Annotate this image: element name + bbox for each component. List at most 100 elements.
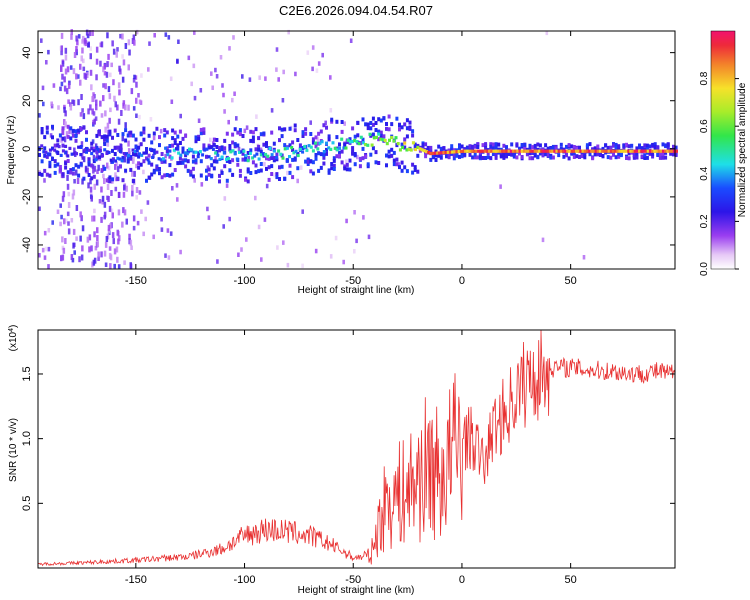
spectrogram-halo-cell [134, 137, 138, 142]
spectrogram-halo-cell [259, 168, 263, 173]
spectrogram-broadband-cell [112, 238, 115, 245]
spectrogram-halo-cell [348, 137, 352, 142]
spectrogram-halo-cell [656, 145, 660, 150]
spectrogram-noise-cell [52, 83, 56, 88]
spectrogram-halo-cell [126, 133, 130, 138]
spectrogram-halo-cell [168, 144, 172, 148]
spectrogram-halo-cell [364, 122, 368, 127]
spectrogram-halo-cell [533, 147, 537, 152]
spectrogram-ridge-cell [588, 149, 591, 153]
spectrogram-halo-cell [181, 146, 185, 151]
spectrogram-halo-cell [199, 173, 203, 178]
spectrogram-noise-cell [67, 191, 71, 197]
spectrogram-halo-cell [265, 156, 268, 161]
spectrogram-noise-cell [167, 35, 171, 40]
spectrogram-noise-cell [92, 111, 96, 116]
spectrogram-halo-cell [476, 155, 480, 160]
spectrogram-ridge-cell [453, 150, 457, 154]
spectrogram-noise-cell [248, 77, 252, 82]
spectrogram-broadband-cell [63, 119, 66, 125]
spectrogram-broadband-cell [86, 236, 90, 243]
spectrogram-noise-cell [110, 62, 113, 68]
spectrogram-halo-cell [458, 154, 461, 159]
spectrogram-halo-cell [666, 146, 670, 151]
spectrogram-noise-cell [222, 92, 225, 98]
spectrogram-noise-cell [206, 206, 209, 212]
spectrogram-halo-cell [152, 170, 156, 175]
spectrogram-halo-cell [640, 146, 644, 151]
spectrogram-halo-cell [374, 150, 378, 155]
spectrogram-ridge-cell [283, 147, 287, 151]
spectrogram-halo-cell [559, 146, 563, 151]
spectrogram-broadband-cell [103, 250, 107, 257]
spectrogram-noise-cell [47, 264, 50, 269]
spectrogram-halo-cell [291, 148, 295, 152]
spectrogram-halo-cell [131, 133, 135, 138]
spectrogram-halo-cell [275, 152, 279, 157]
spectrogram-halo-cell [664, 143, 668, 148]
spectrogram-ridge-cell [509, 149, 513, 153]
spectrogram-ridge-cell [477, 149, 481, 153]
spectrogram-halo-cell [413, 142, 417, 147]
spectrogram-halo-cell [330, 166, 334, 171]
spectrogram-halo-cell [502, 152, 506, 157]
spectrogram-ridge-cell [653, 149, 657, 153]
spectrogram-halo-cell [231, 158, 235, 163]
spectrogram-halo-cell [194, 160, 198, 165]
spectrogram-halo-cell [184, 153, 188, 158]
spectrogram-ridge-cell [448, 150, 452, 154]
spectrogram-broadband-cell [65, 88, 69, 95]
spectrogram-halo-cell [113, 128, 117, 133]
spectrogram-halo-cell [194, 158, 198, 163]
spectrogram-noise-cell [68, 80, 71, 86]
spectrogram-halo-cell [283, 127, 287, 132]
spectrogram-heatmap [38, 29, 678, 270]
spectrogram-noise-cell [356, 154, 359, 160]
spectrogram-halo-cell [463, 152, 467, 157]
spectrogram-halo-cell [191, 174, 195, 179]
spectrogram-broadband-cell [89, 53, 92, 60]
spectrogram-broadband-cell [93, 257, 97, 264]
spectrogram-halo-cell [450, 151, 454, 156]
spectrogram-broadband-cell [111, 40, 114, 47]
spectrogram-broadband-cell [122, 59, 126, 66]
spectrogram-ridge-cell [172, 148, 176, 152]
spectrogram-halo-cell [212, 137, 216, 142]
spectrogram-ridge-cell [390, 135, 394, 140]
spectrogram-noise-cell [114, 186, 118, 192]
spectrogram-ridge-cell [627, 149, 631, 153]
spectrogram-noise-cell [233, 91, 236, 96]
spectrogram-halo-cell [452, 156, 456, 161]
spectrogram-halo-cell [598, 153, 602, 157]
spectrogram-noise-cell [232, 35, 235, 40]
spectrogram-noise-cell [108, 246, 112, 251]
spectrogram-ridge-cell [596, 149, 600, 153]
spectrogram-halo-cell [476, 142, 480, 147]
spectrogram-halo-cell [546, 152, 550, 157]
spectrogram-halo-cell [606, 145, 610, 150]
spectrogram-broadband-cell [118, 65, 121, 72]
spectrogram-halo-cell [225, 131, 229, 136]
spectrogram-noise-cell [276, 245, 279, 250]
spectrogram-halo-cell [525, 152, 529, 157]
spectrogram-noise-cell [228, 216, 231, 222]
spectrogram-halo-cell [366, 162, 370, 167]
spectrogram-noise-cell [101, 200, 104, 205]
spectrogram-halo-cell [476, 145, 480, 149]
spectrogram-noise-cell [77, 74, 80, 79]
spectrogram-halo-cell [635, 146, 639, 151]
spectrogram-halo-cell [199, 127, 203, 132]
spectrogram-halo-cell [398, 127, 401, 132]
spectrogram-halo-cell [546, 146, 550, 151]
spectrogram-noise-cell [216, 259, 219, 264]
spectrogram-broadband-cell [64, 110, 67, 117]
spectrogram-halo-cell [455, 153, 459, 158]
spectrogram-broadband-cell [100, 251, 103, 258]
spectrogram-noise-cell [47, 246, 51, 252]
spectrogram-ridge-cell [103, 148, 107, 152]
spectrogram-noise-cell [67, 221, 70, 226]
spectrogram-halo-cell [212, 166, 216, 171]
spectrogram-ridge-cell [314, 141, 318, 145]
spectrogram-broadband-cell [104, 126, 107, 133]
spectrogram-halo-cell [322, 153, 326, 157]
